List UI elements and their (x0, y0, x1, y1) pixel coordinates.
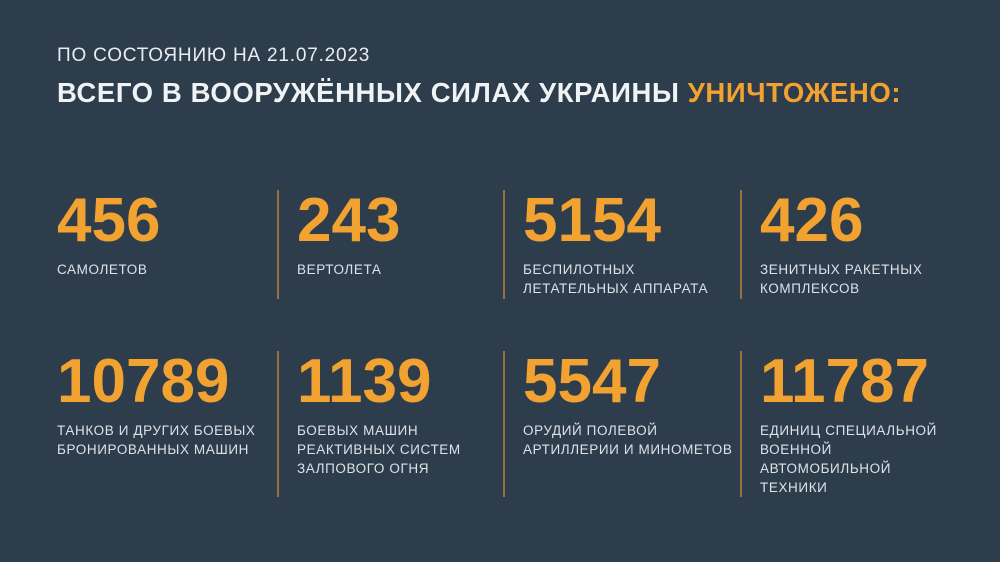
stat-card-mlrs: 1139 БОЕВЫХ МАШИН РЕАКТИВНЫХ СИСТЕМ ЗАЛП… (277, 346, 503, 498)
stat-value: 5154 (523, 186, 661, 256)
stat-card-uavs: 5154 БЕСПИЛОТНЫХ ЛЕТАТЕЛЬНЫХ АППАРАТА (503, 190, 740, 299)
stat-card-helicopters: 243 ВЕРТОЛЕТА (277, 190, 503, 299)
page-title: ВСЕГО В ВООРУЖЁННЫХ СИЛАХ УКРАИНЫ УНИЧТО… (57, 76, 943, 110)
stat-value: 243 (297, 186, 401, 256)
title-accent: УНИЧТОЖЕНО: (687, 76, 902, 108)
stat-card-tanks: 10789 ТАНКОВ И ДРУГИХ БОЕВЫХ БРОНИРОВАНН… (57, 346, 277, 498)
stat-value: 1139 (297, 346, 432, 416)
date-line: ПО СОСТОЯНИЮ НА 21.07.2023 (57, 45, 371, 66)
stat-label: БЕСПИЛОТНЫХ ЛЕТАТЕЛЬНЫХ АППАРАТА (523, 262, 709, 297)
stat-label: ЗЕНИТНЫХ РАКЕТНЫХ КОМПЛЕКСОВ (760, 262, 923, 297)
stats-grid: 456 САМОЛЕТОВ 243 ВЕРТОЛЕТА 5154 БЕСПИЛО… (57, 190, 943, 498)
stat-value: 426 (760, 186, 864, 256)
stat-label: ОРУДИЙ ПОЛЕВОЙ АРТИЛЛЕРИИ И МИНОМЕТОВ (523, 422, 733, 457)
header: ПО СОСТОЯНИЮ НА 21.07.2023 ВСЕГО В ВООРУ… (57, 44, 943, 110)
stat-card-aircraft: 456 САМОЛЕТОВ (57, 190, 277, 299)
stat-value: 11787 (760, 346, 929, 416)
stat-label: БОЕВЫХ МАШИН РЕАКТИВНЫХ СИСТЕМ ЗАЛПОВОГО… (297, 422, 461, 476)
stat-card-sam-systems: 426 ЗЕНИТНЫХ РАКЕТНЫХ КОМПЛЕКСОВ (740, 190, 943, 299)
stat-label: ВЕРТОЛЕТА (297, 262, 382, 278)
stat-label: ЕДИНИЦ СПЕЦИАЛЬНОЙ ВОЕННОЙ АВТОМОБИЛЬНОЙ… (760, 422, 937, 495)
stat-label: САМОЛЕТОВ (57, 262, 148, 278)
stat-card-military-vehicles: 11787 ЕДИНИЦ СПЕЦИАЛЬНОЙ ВОЕННОЙ АВТОМОБ… (740, 346, 943, 498)
stat-card-artillery: 5547 ОРУДИЙ ПОЛЕВОЙ АРТИЛЛЕРИИ И МИНОМЕТ… (503, 346, 740, 498)
title-main: ВСЕГО В ВООРУЖЁННЫХ СИЛАХ УКРАИНЫ (57, 76, 688, 108)
stat-value: 5547 (523, 346, 661, 416)
stat-value: 456 (57, 186, 161, 256)
stat-value: 10789 (57, 346, 230, 416)
stat-label: ТАНКОВ И ДРУГИХ БОЕВЫХ БРОНИРОВАННЫХ МАШ… (57, 422, 256, 457)
